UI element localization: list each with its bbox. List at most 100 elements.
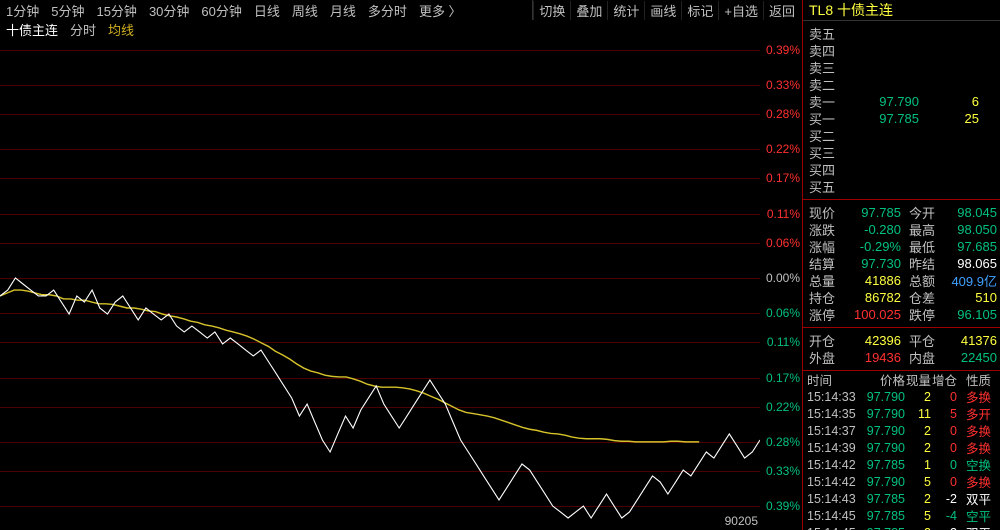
orderbook-row: 买三 bbox=[809, 144, 994, 161]
side-panel: TL8 十债主连 卖五卖四卖三卖二卖一97.7906买一97.78525买二买三… bbox=[802, 0, 1000, 530]
toolbar-button[interactable]: 返回 bbox=[763, 1, 800, 20]
stat-value: 97.685 bbox=[943, 239, 997, 254]
orderbook-row: 卖五 bbox=[809, 25, 994, 42]
stats-row: 涨停100.025跌停96.105 bbox=[803, 306, 1000, 323]
stat-value: 96.105 bbox=[943, 307, 997, 322]
order-book: 卖五卖四卖三卖二卖一97.7906买一97.78525买二买三买四买五 bbox=[803, 21, 1000, 200]
timeframe-tab[interactable]: 15分钟 bbox=[90, 1, 142, 20]
tick-cell: 2 bbox=[905, 424, 931, 438]
toolbar-button[interactable]: 叠加 bbox=[570, 1, 607, 20]
toolbar-button[interactable]: 画线 bbox=[644, 1, 681, 20]
grid-label: 0.11% bbox=[762, 207, 800, 221]
tick-cell: 15:14:37 bbox=[807, 424, 859, 438]
tick-header: 时间价格现量增仓性质 bbox=[803, 371, 1000, 388]
chart-subheader: 十债主连 分时 均线 bbox=[0, 20, 140, 38]
grid-label: 0.06% bbox=[762, 236, 800, 250]
orderbook-row: 买四 bbox=[809, 161, 994, 178]
stats-row: 结算97.730昨结98.065 bbox=[803, 255, 1000, 272]
orderbook-row: 卖一97.7906 bbox=[809, 93, 994, 110]
tick-cell: 97.785 bbox=[859, 509, 905, 523]
tick-cell: 0 bbox=[931, 458, 957, 472]
orderbook-volume: 25 bbox=[919, 111, 979, 126]
stats-row: 现价97.785今开98.045 bbox=[803, 204, 1000, 221]
stat-label: 涨停 bbox=[803, 305, 841, 324]
timeframe-tabs: 1分钟5分钟15分钟30分钟60分钟日线周线月线多分时更多 〉 bbox=[0, 0, 468, 20]
timeframe-tab[interactable]: 多分时 bbox=[362, 1, 413, 20]
grid-label: 0.22% bbox=[762, 400, 800, 414]
stat-value: 98.045 bbox=[943, 205, 997, 220]
timeframe-tab[interactable]: 1分钟 bbox=[0, 1, 45, 20]
stat-value: 510 bbox=[943, 290, 997, 305]
tick-cell: 2 bbox=[905, 390, 931, 404]
grid-label: 0.39% bbox=[762, 43, 800, 57]
stats-row: 涨幅-0.29%最低97.685 bbox=[803, 238, 1000, 255]
stat-value: -0.280 bbox=[841, 222, 901, 237]
tick-cell: -4 bbox=[931, 509, 957, 523]
toolbar-button[interactable]: +自选 bbox=[718, 1, 763, 20]
tick-cell: 97.785 bbox=[859, 492, 905, 506]
tick-row: 15:14:4597.7852-2双平 bbox=[803, 524, 1000, 530]
chart-area[interactable]: 0.39%0.33%0.28%0.22%0.17%0.11%0.06%0.00%… bbox=[0, 38, 800, 530]
grid-label: 0.17% bbox=[762, 171, 800, 185]
tick-cell: 97.790 bbox=[859, 390, 905, 404]
toolbar-button[interactable]: 标记 bbox=[681, 1, 718, 20]
tick-cell: 2 bbox=[905, 441, 931, 455]
trading-screen: 1分钟5分钟15分钟30分钟60分钟日线周线月线多分时更多 〉 切换叠加统计画线… bbox=[0, 0, 1000, 530]
tick-cell: 双平 bbox=[957, 523, 991, 530]
quote-stats: 现价97.785今开98.045涨跌-0.280最高98.050涨幅-0.29%… bbox=[803, 200, 1000, 328]
orderbook-price: 97.785 bbox=[849, 111, 919, 126]
timeframe-tab[interactable]: 30分钟 bbox=[143, 1, 195, 20]
tick-row: 15:14:4597.7855-4空平 bbox=[803, 507, 1000, 524]
tick-cell: 5 bbox=[905, 509, 931, 523]
stat-value: 100.025 bbox=[841, 307, 901, 322]
stat-value: 409.9亿 bbox=[943, 271, 997, 290]
tick-cell: 5 bbox=[931, 407, 957, 421]
tick-cell: -2 bbox=[931, 526, 957, 530]
instrument-name: 十债主连 bbox=[0, 20, 64, 39]
tick-list: 时间价格现量增仓性质15:14:3397.79020多换15:14:3597.7… bbox=[803, 371, 1000, 530]
tick-cell: 0 bbox=[931, 475, 957, 489]
timeframe-tab[interactable]: 60分钟 bbox=[195, 1, 247, 20]
timeframe-tab[interactable]: 周线 bbox=[286, 1, 324, 20]
tick-cell: 15:14:43 bbox=[807, 492, 859, 506]
toolbar-button[interactable]: 切换 bbox=[533, 1, 570, 20]
tick-row: 15:14:4297.78510空换 bbox=[803, 456, 1000, 473]
tick-cell: 15:14:45 bbox=[807, 526, 859, 530]
stat-value: 41886 bbox=[841, 273, 901, 288]
tick-cell: 97.790 bbox=[859, 441, 905, 455]
timeframe-tab[interactable]: 5分钟 bbox=[45, 1, 90, 20]
chart-toolbar: 切换叠加统计画线标记+自选返回 bbox=[532, 0, 800, 20]
tick-cell: 5 bbox=[905, 475, 931, 489]
tick-cell: 97.785 bbox=[859, 526, 905, 530]
tick-row: 15:14:3597.790115多开 bbox=[803, 405, 1000, 422]
grid-label: 0.28% bbox=[762, 435, 800, 449]
timeframe-tab[interactable]: 更多 〉 bbox=[413, 1, 468, 20]
tick-header-cell: 时间 bbox=[807, 370, 859, 389]
stats-row: 总量41886总额409.9亿 bbox=[803, 272, 1000, 289]
toolbar-button[interactable]: 统计 bbox=[607, 1, 644, 20]
tick-row: 15:14:3797.79020多换 bbox=[803, 422, 1000, 439]
chart-mode-label[interactable]: 分时 bbox=[64, 20, 102, 39]
timeframe-tab[interactable]: 日线 bbox=[248, 1, 286, 20]
stat-label: 内盘 bbox=[901, 348, 943, 367]
chart-line-label[interactable]: 均线 bbox=[102, 20, 140, 39]
timeframe-tab[interactable]: 月线 bbox=[324, 1, 362, 20]
stat-value: 98.050 bbox=[943, 222, 997, 237]
tick-cell: 2 bbox=[905, 492, 931, 506]
stat-value: 22450 bbox=[943, 350, 997, 365]
x-axis-label: 90205 bbox=[725, 514, 758, 528]
price-chart bbox=[0, 38, 760, 530]
tick-header-cell: 价格 bbox=[859, 370, 905, 389]
grid-label: 0.28% bbox=[762, 107, 800, 121]
tick-cell: 1 bbox=[905, 458, 931, 472]
tick-cell: 97.785 bbox=[859, 458, 905, 472]
stat-value: -0.29% bbox=[841, 239, 901, 254]
orderbook-row: 买二 bbox=[809, 127, 994, 144]
openint-stats: 开仓42396平仓41376外盘19436内盘22450 bbox=[803, 328, 1000, 371]
grid-label: 0.00% bbox=[762, 271, 800, 285]
tick-cell: 97.790 bbox=[859, 475, 905, 489]
grid-label: 0.39% bbox=[762, 499, 800, 513]
stat-value: 86782 bbox=[841, 290, 901, 305]
grid-label: 0.22% bbox=[762, 142, 800, 156]
grid-label: 0.17% bbox=[762, 371, 800, 385]
